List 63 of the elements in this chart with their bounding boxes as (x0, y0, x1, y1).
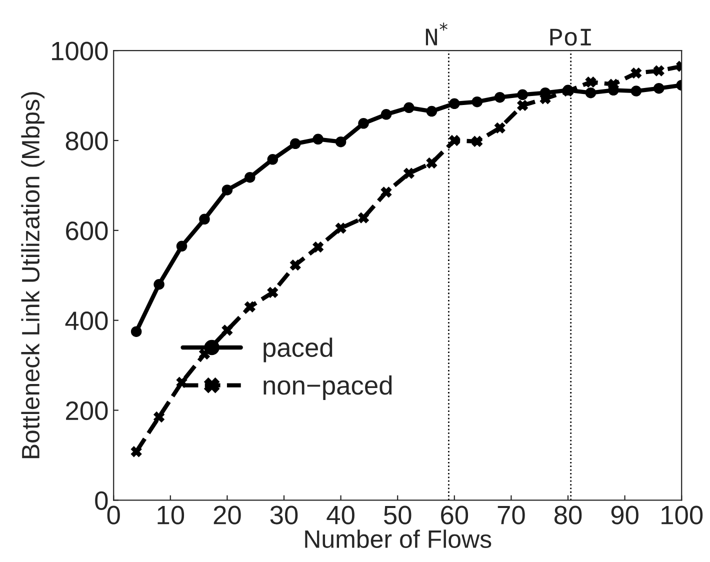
point (630, 68, 642, 78)
point (472, 136, 482, 147)
point (335, 222, 346, 234)
point (585, 76, 596, 88)
point (312, 242, 324, 252)
point (472, 96, 482, 108)
x-tick-label: 30 (270, 506, 298, 524)
legend-label: paced (264, 338, 332, 362)
ref-line-label: N$^{*}$ (426, 22, 448, 46)
point (630, 86, 642, 96)
point (494, 92, 506, 103)
point (222, 324, 233, 336)
x-tick-label: 80 (554, 506, 582, 524)
point (244, 172, 256, 183)
point (426, 106, 438, 117)
point (380, 109, 392, 120)
y-axis-title: Bottleneck Link Utilization (Mbps) (21, 92, 44, 458)
x-tick-label: 50 (384, 506, 412, 524)
y-tick-label: 600 (66, 222, 108, 240)
point (449, 98, 460, 110)
point (154, 278, 164, 290)
x-tick-label: 20 (214, 506, 241, 524)
point (267, 154, 278, 165)
point (654, 82, 664, 94)
x-tick-label: 100 (662, 506, 703, 524)
point (426, 158, 438, 168)
x-tick-label: 90 (611, 506, 638, 524)
point (494, 122, 506, 134)
point (517, 89, 528, 100)
y-tick-label: 200 (66, 401, 108, 420)
legend-label: non−paced (264, 375, 392, 400)
point (267, 287, 278, 298)
x-tick-label: 70 (498, 506, 525, 524)
y-tick-label: 400 (65, 311, 108, 330)
point (449, 135, 460, 146)
point (404, 168, 414, 179)
x-tick-label: 40 (326, 506, 354, 524)
point (176, 240, 188, 252)
x-axis-title: Number of Flows (305, 530, 492, 548)
point (335, 136, 346, 148)
y-tick-label: 1000 (52, 42, 108, 60)
point (290, 138, 301, 150)
point (199, 214, 210, 225)
point (358, 118, 369, 129)
point (290, 260, 301, 270)
point (130, 446, 142, 458)
point (244, 301, 256, 312)
point (312, 134, 324, 145)
point (517, 100, 528, 111)
point (404, 102, 414, 114)
point (654, 65, 664, 76)
point (585, 87, 596, 98)
point (130, 326, 142, 337)
ref-line-label: PoI (550, 28, 591, 46)
y-tick-label: 800 (66, 132, 108, 150)
x-tick-label: 10 (158, 506, 184, 524)
point (358, 212, 369, 224)
x-tick-label: 0 (107, 506, 120, 524)
point (222, 184, 233, 196)
y-tick-label: 0 (95, 491, 108, 510)
x-tick-label: 60 (441, 506, 468, 524)
point (380, 186, 392, 198)
point (154, 412, 164, 422)
